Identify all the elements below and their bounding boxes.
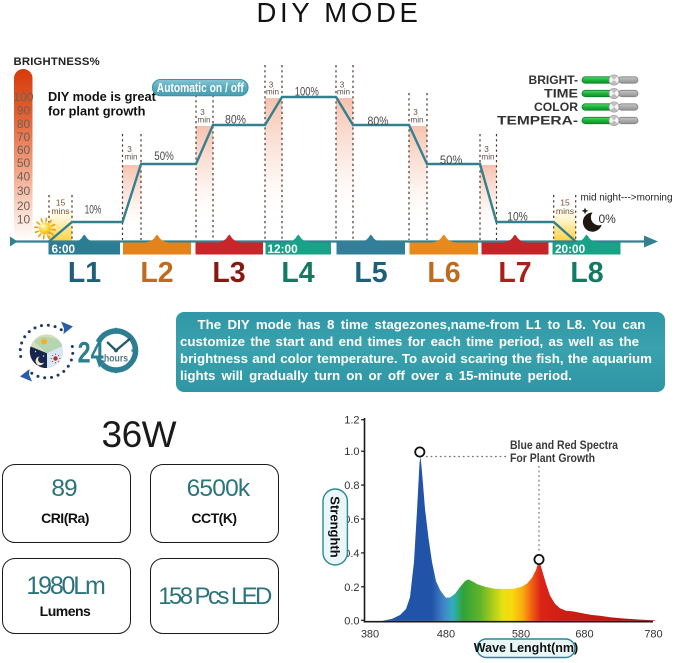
svg-text:min: min <box>124 153 138 162</box>
svg-text:L1: L1 <box>68 257 101 289</box>
svg-text:100%: 100% <box>295 84 319 98</box>
svg-text:Blue and Red Spectra: Blue and Red Spectra <box>510 438 618 452</box>
svg-text:BRIGHT-: BRIGHT- <box>529 73 579 87</box>
svg-text:For Plant Growth: For Plant Growth <box>510 451 595 465</box>
svg-text:30: 30 <box>17 184 31 198</box>
svg-text:DIY mode is great: DIY mode is great <box>48 89 157 104</box>
svg-text:0.0: 0.0 <box>344 615 359 627</box>
svg-text:80%: 80% <box>225 113 246 127</box>
svg-text:mid night--->morning: mid night--->morning <box>581 193 673 204</box>
svg-text:50: 50 <box>17 156 31 170</box>
svg-text:6:00: 6:00 <box>52 242 76 256</box>
svg-text:min: min <box>197 116 211 125</box>
svg-text:3: 3 <box>200 108 205 117</box>
svg-text:Wave Lenght(nm): Wave Lenght(nm) <box>474 641 578 655</box>
svg-text:min: min <box>481 153 495 162</box>
svg-text:1.0: 1.0 <box>344 446 359 458</box>
svg-text:480: 480 <box>437 629 455 641</box>
svg-text:1.2: 1.2 <box>344 415 359 427</box>
svg-text:15: 15 <box>56 198 66 208</box>
svg-text:min: min <box>266 88 280 97</box>
svg-text:TEMPERA-: TEMPERA- <box>497 114 578 128</box>
svg-text:L7: L7 <box>498 257 531 289</box>
svg-text:COLOR: COLOR <box>534 100 578 114</box>
svg-text:L5: L5 <box>354 257 387 289</box>
svg-text:Automatic on / off: Automatic on / off <box>157 81 245 95</box>
svg-text:L4: L4 <box>281 257 314 289</box>
svg-text:0.2: 0.2 <box>344 582 359 594</box>
svg-text:80%: 80% <box>368 114 389 128</box>
svg-text:24: 24 <box>78 337 104 370</box>
svg-text:0.8: 0.8 <box>344 480 359 492</box>
svg-text:20:00: 20:00 <box>555 242 586 256</box>
svg-text:TIME: TIME <box>544 87 578 101</box>
svg-text:100: 100 <box>13 90 33 104</box>
svg-text:580: 580 <box>512 629 530 641</box>
svg-text:L6: L6 <box>427 257 460 289</box>
svg-text:3: 3 <box>340 81 345 90</box>
svg-text:12:00: 12:00 <box>268 242 299 256</box>
svg-text:mins: mins <box>51 206 69 216</box>
svg-text:50%: 50% <box>154 149 174 163</box>
svg-text:L2: L2 <box>140 257 173 289</box>
svg-text:hours: hours <box>104 353 128 365</box>
svg-text:Strenghth: Strenghth <box>328 496 343 557</box>
svg-text:3: 3 <box>413 108 418 117</box>
svg-text:3: 3 <box>484 145 489 154</box>
svg-text:680: 680 <box>575 629 593 641</box>
svg-text:70: 70 <box>17 130 31 144</box>
svg-text:10: 10 <box>17 213 31 227</box>
svg-text:50%: 50% <box>440 153 463 167</box>
svg-text:BRIGHTNESS%: BRIGHTNESS% <box>14 56 100 68</box>
svg-text:780: 780 <box>644 629 662 641</box>
svg-text:min: min <box>337 88 351 97</box>
svg-text:3: 3 <box>127 145 132 154</box>
svg-text:for plant growth: for plant growth <box>48 104 146 119</box>
svg-text:80: 80 <box>17 117 31 131</box>
svg-text:3: 3 <box>269 81 274 90</box>
svg-text:20: 20 <box>17 199 31 213</box>
svg-text:40: 40 <box>17 170 31 184</box>
svg-text:0%: 0% <box>599 212 617 226</box>
svg-text:15: 15 <box>560 198 570 208</box>
svg-text:mins: mins <box>556 206 574 216</box>
svg-text:380: 380 <box>361 629 379 641</box>
svg-text:10%: 10% <box>507 210 528 224</box>
svg-text:60: 60 <box>17 143 31 157</box>
svg-text:10%: 10% <box>85 203 102 217</box>
svg-text:90: 90 <box>17 104 31 118</box>
svg-text:L8: L8 <box>570 257 603 289</box>
svg-text:min: min <box>410 116 424 125</box>
svg-text:L3: L3 <box>212 257 245 289</box>
